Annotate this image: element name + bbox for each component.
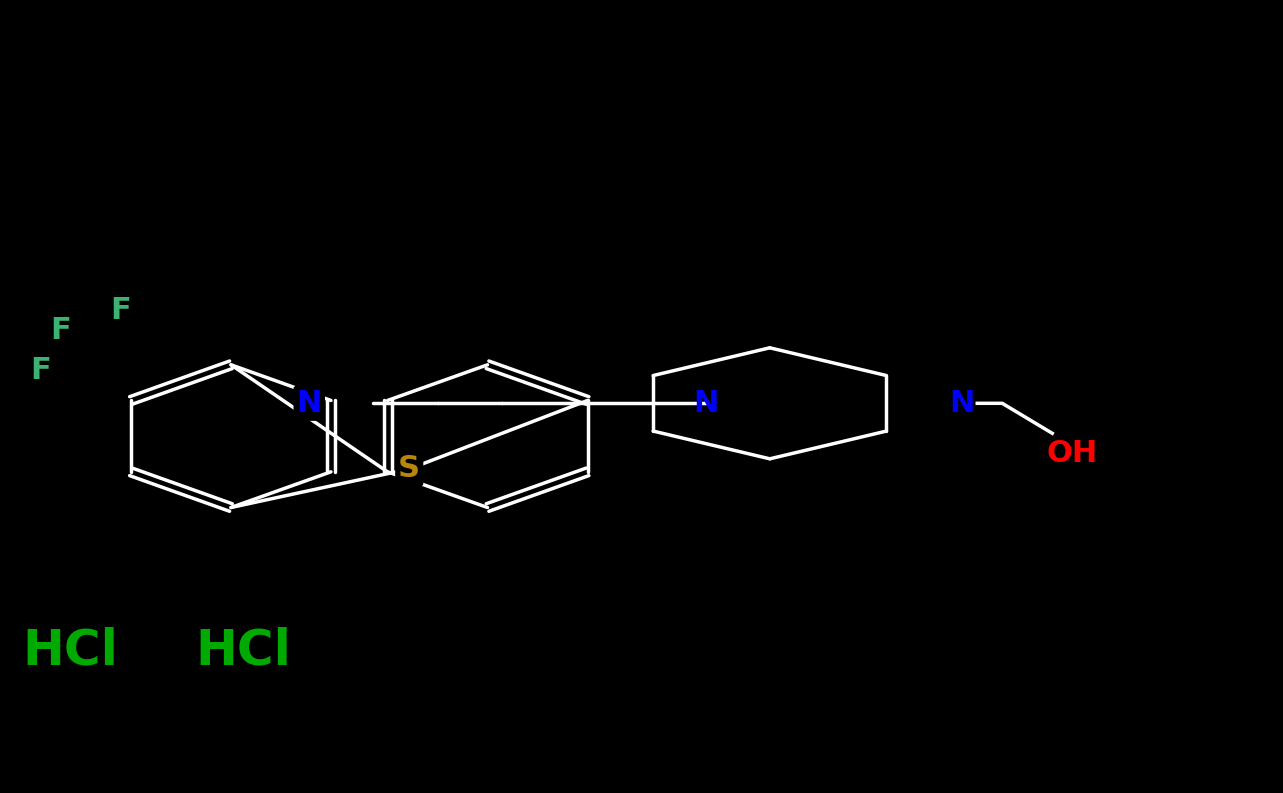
Text: HCl: HCl: [23, 626, 118, 674]
Text: N: N: [693, 389, 718, 418]
Text: F: F: [50, 316, 72, 345]
Text: HCl: HCl: [196, 626, 291, 674]
Text: N: N: [296, 389, 322, 418]
Text: F: F: [31, 356, 51, 385]
Text: S: S: [398, 454, 421, 484]
Text: N: N: [949, 389, 975, 418]
Text: OH: OH: [1047, 439, 1098, 468]
Text: F: F: [110, 296, 131, 325]
